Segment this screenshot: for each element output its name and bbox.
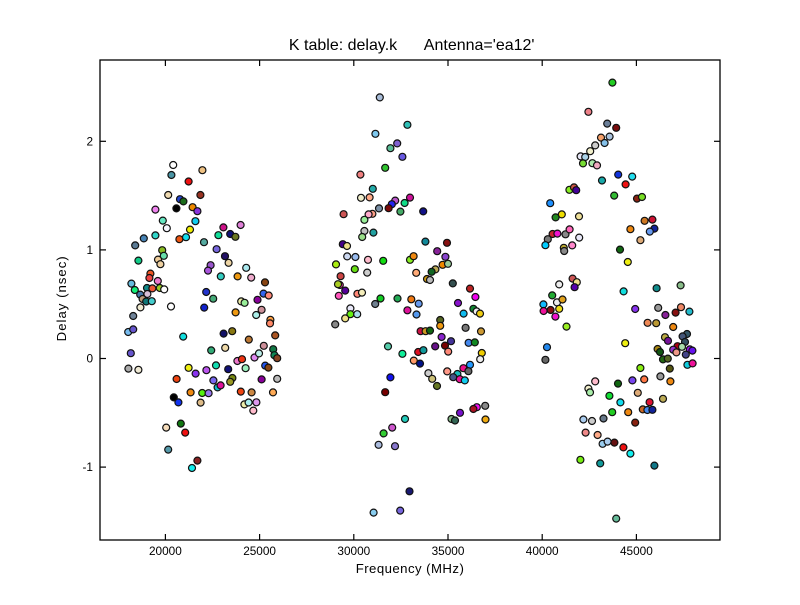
svg-text:35000: 35000: [432, 544, 465, 558]
svg-text:20000: 20000: [149, 544, 182, 558]
svg-text:Frequency (MHz): Frequency (MHz): [356, 561, 465, 576]
svg-text:40000: 40000: [526, 544, 559, 558]
svg-text:0: 0: [86, 352, 93, 366]
svg-text:Delay (nsec): Delay (nsec): [54, 255, 69, 341]
svg-text:25000: 25000: [243, 544, 276, 558]
svg-text:45000: 45000: [620, 544, 653, 558]
svg-text:K table: delay.k Antenna=: K table: delay.k Antenna='ea12': [289, 37, 535, 54]
svg-text:-1: -1: [83, 460, 94, 474]
svg-text:30000: 30000: [337, 544, 370, 558]
svg-text:2: 2: [86, 134, 93, 148]
svg-text:1: 1: [86, 243, 93, 257]
